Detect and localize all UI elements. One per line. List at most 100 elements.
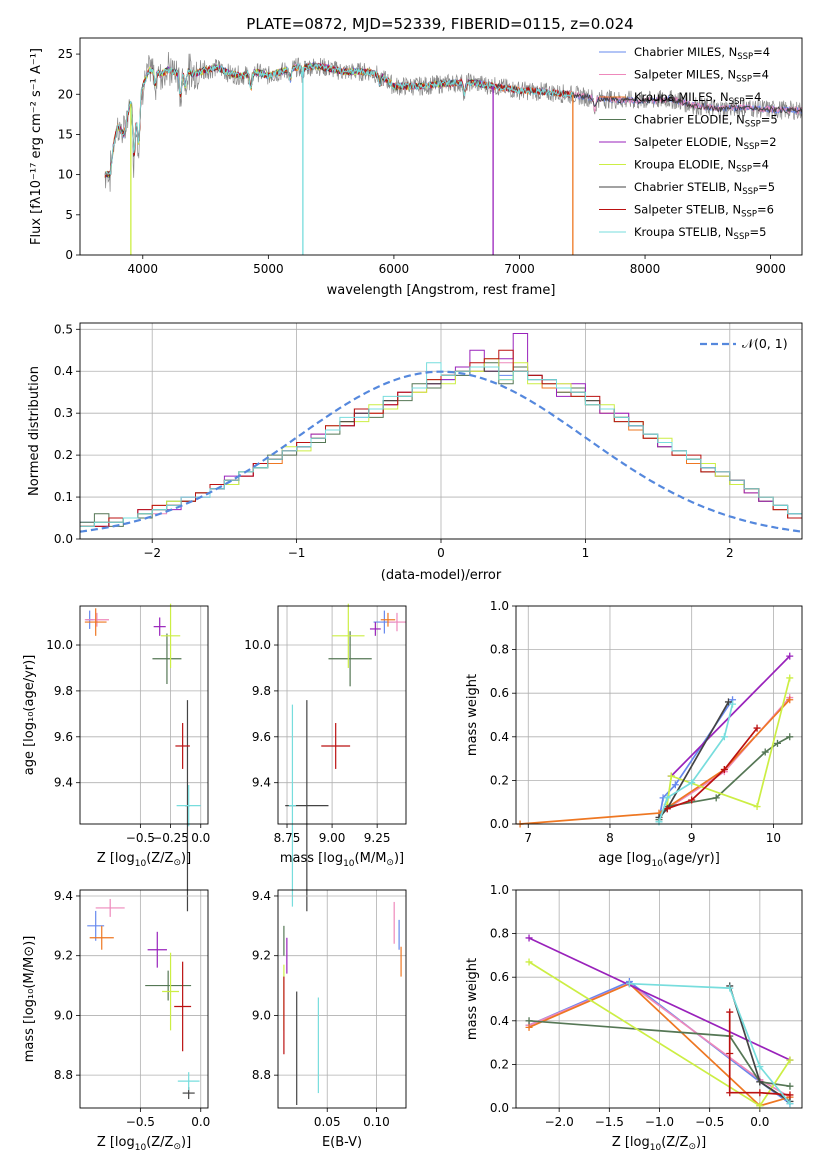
y-tick-label: 0.4 (54, 364, 73, 378)
weight-marker (724, 698, 732, 706)
x-axis-label: Z [log10(Z/Z⊙)] (97, 851, 191, 869)
weight-marker (786, 1056, 794, 1064)
axes-frame (515, 605, 803, 825)
x-tick-label: −0.5 (126, 831, 155, 845)
y-tick-label: 0.2 (54, 448, 73, 462)
x-tick-label: −0.25 (152, 831, 189, 845)
age-vs-mass-chart: 8.75 9.00 9.25 9.4 9.6 9.8 10.0 mass [log10(M/M… (244, 603, 407, 912)
legend-label: 𝒩(0, 1) (742, 336, 788, 351)
y-tick-label: 9.2 (252, 949, 271, 963)
weight-line (629, 982, 791, 1105)
weight-marker (667, 772, 675, 780)
weight-marker (625, 980, 633, 988)
weight-marker (525, 1017, 533, 1025)
x-tick-label: 7000 (504, 262, 535, 276)
x-tick-label: 8 (606, 831, 614, 845)
weight-marker (726, 1050, 734, 1057)
y-tick-label: 15 (58, 127, 73, 141)
legend-label: Salpeter ELODIE, NSSP=2 (634, 135, 777, 152)
legend-label: Kroupa MILES, NSSP=4 (634, 90, 761, 107)
weight-marker (786, 1100, 794, 1108)
weight-marker (671, 781, 679, 789)
x-tick-label: 10 (766, 831, 781, 845)
residuals-chart: −2 −1 0 1 2 0.0 0.1 0.2 0.3 0.4 0.5 𝒩(0, 1) (data-mo… (27, 322, 803, 583)
weight-marker (756, 1078, 764, 1086)
axes-frame (79, 322, 803, 540)
weight-marker (688, 779, 696, 787)
weight-marker (786, 733, 794, 741)
x-axis-label: Z [log10(Z/Z⊙)] (97, 1135, 191, 1153)
y-tick-label: 0.2 (490, 773, 509, 787)
weight-marker (726, 1008, 734, 1016)
weight-marker (756, 1089, 764, 1097)
y-tick-label: 0.2 (490, 1057, 509, 1071)
x-axis-label: E(B-V) (322, 1135, 362, 1150)
x-tick-label: 0 (437, 546, 445, 560)
x-tick-label: 0.0 (191, 1115, 210, 1129)
weight-vs-z-chart: −2.0 −1.5 −1.0 −0.5 0.0 0.0 0.2 0.4 0.6 0.8 1.0 Z [… (465, 883, 803, 1153)
y-tick-label: 10.0 (46, 638, 73, 652)
y-tick-label: 0.4 (490, 1014, 509, 1028)
x-tick-label: 0.0 (191, 831, 210, 845)
figure-title: PLATE=0872, MJD=52339, FIBERID=0115, z=0… (246, 15, 633, 33)
x-tick-label: 9 (688, 831, 696, 845)
x-tick-label: −1.5 (595, 1115, 624, 1129)
y-axis-label: mass weight (465, 958, 480, 1040)
legend-label: Chabrier ELODIE, NSSP=5 (634, 113, 778, 130)
y-axis-label: Normed distribution (27, 366, 42, 496)
x-tick-label: −0.5 (126, 1115, 155, 1129)
weight-marker (786, 652, 794, 660)
x-tick-label: −0.5 (695, 1115, 724, 1129)
mass-vs-ebv-chart: 0.05 0.10 8.8 9.0 9.2 9.4 E(B-V) (252, 889, 407, 1150)
x-tick-label: 6000 (379, 262, 410, 276)
y-tick-label: 0.6 (490, 686, 509, 700)
y-tick-label: 10 (58, 168, 73, 182)
y-tick-label: 9.4 (252, 776, 271, 790)
age-vs-z-chart: −0.5−0.25 0.0 9.4 9.6 9.8 10.0 Z [log10(Z/Z⊙)]… (22, 603, 210, 912)
legend-label: Chabrier MILES, NSSP=4 (634, 45, 770, 62)
weight-marker (729, 700, 737, 708)
x-axis-label: (data-model)/error (381, 568, 502, 583)
weight-marker (753, 724, 761, 732)
axes-frame (79, 605, 209, 825)
spectrum-chart: 4000 5000 6000 7000 8000 9000 0 5 10 15 20 25 wavele… (29, 37, 803, 298)
y-tick-label: 0.5 (54, 322, 73, 336)
weight-marker (726, 984, 734, 992)
x-tick-label: −1.0 (645, 1115, 674, 1129)
y-tick-label: 9.2 (54, 949, 73, 963)
weight-marker (663, 794, 671, 802)
x-tick-label: 7 (524, 831, 532, 845)
x-axis-label: age [log10(age/yr)] (598, 851, 720, 869)
y-tick-label: 0.1 (54, 490, 73, 504)
x-tick-label: 8000 (630, 262, 661, 276)
weight-marker (786, 1091, 794, 1099)
weight-line (670, 655, 791, 777)
weight-line (528, 982, 791, 1098)
legend-label: Kroupa STELIB, NSSP=5 (634, 225, 766, 242)
spectrum-model-line (104, 62, 574, 176)
y-tick-label: 9.4 (54, 776, 73, 790)
histogram-step-line (80, 349, 802, 527)
x-tick-label: 9000 (755, 262, 786, 276)
legend-label: Salpeter STELIB, NSSP=6 (634, 203, 774, 220)
weight-marker (720, 766, 728, 773)
weight-vs-age-chart: 7 8 9 10 0.0 0.2 0.4 0.6 0.8 1.0 age [log10(age/yr… (465, 599, 803, 869)
weight-marker (773, 739, 781, 747)
x-tick-label: 9.25 (364, 831, 391, 845)
y-tick-label: 9.4 (252, 889, 271, 903)
legend-label: Chabrier STELIB, NSSP=5 (634, 180, 775, 197)
axes-frame (277, 889, 407, 1109)
weight-line (528, 982, 791, 1107)
y-tick-label: 0.3 (54, 406, 73, 420)
x-tick-label: 0.10 (363, 1115, 390, 1129)
axes-frame (79, 37, 803, 256)
y-tick-label: 1.0 (490, 883, 509, 897)
weight-marker (753, 803, 761, 811)
mass-vs-z-chart: −0.5 0.0 8.8 9.0 9.2 9.4 Z [log10(Z/Z⊙)] mass [… (22, 889, 210, 1153)
x-tick-label: 0.0 (750, 1115, 769, 1129)
x-tick-label: 2 (726, 546, 734, 560)
x-tick-label: −2 (143, 546, 161, 560)
axes-frame (79, 889, 209, 1109)
weight-marker (761, 748, 769, 756)
